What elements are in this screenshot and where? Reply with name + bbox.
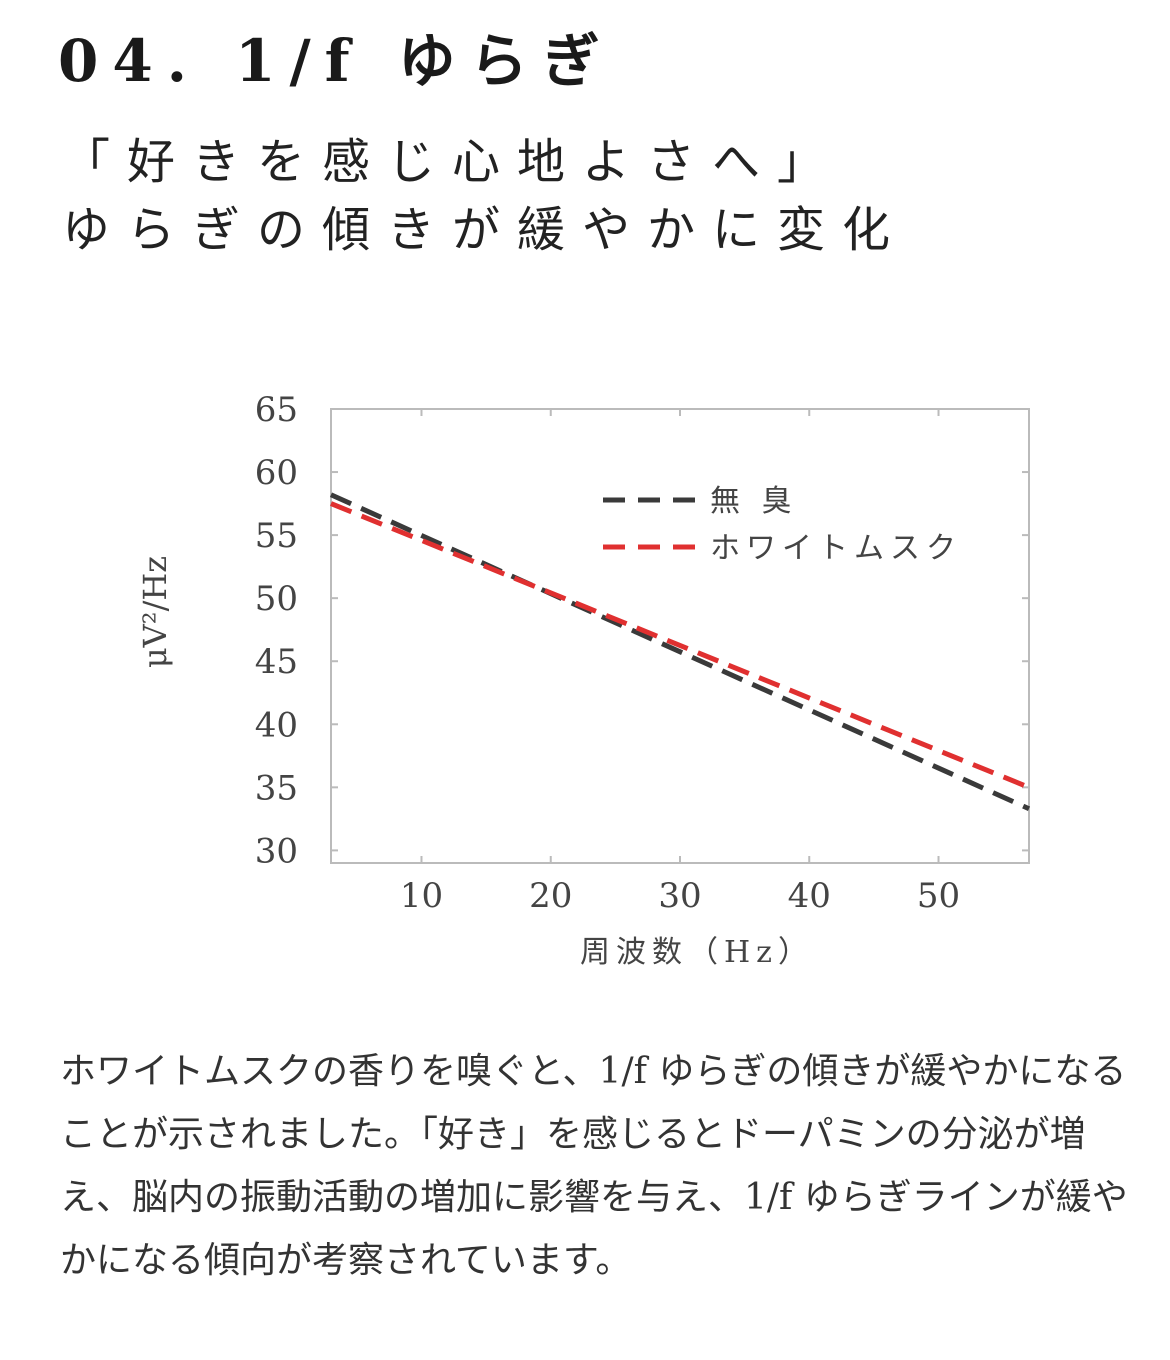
x-tick-label: 40 xyxy=(788,876,831,916)
y-tick-label: 50 xyxy=(255,579,298,619)
plot-frame xyxy=(330,408,1030,864)
body-text: ホワイトムスクの香りを嗅ぐと、1/f ゆらぎの傾きが緩やかになることが示されまし… xyxy=(60,1051,1128,1281)
y-tick-label: 55 xyxy=(255,516,298,556)
y-tick-label: 40 xyxy=(255,705,298,745)
y-tick-label: 65 xyxy=(255,390,298,430)
y-tick-label: 45 xyxy=(255,642,298,682)
series-line-1 xyxy=(330,501,1030,790)
x-tick-label: 10 xyxy=(400,876,443,916)
x-tick-label: 50 xyxy=(917,876,960,916)
x-tick-label: 20 xyxy=(529,876,572,916)
y-tick-label: 60 xyxy=(255,453,298,493)
subtitle-line-2: ゆらぎの傾きが緩やかに変化 xyxy=(62,202,908,258)
y-axis-label: μV²/Hz xyxy=(136,556,174,668)
x-axis-label: 周波数（Hz） xyxy=(580,935,814,970)
section-title: 04. 1/f ゆらぎ xyxy=(58,27,614,95)
x-tick-label: 30 xyxy=(658,876,701,916)
y-tick-label: 30 xyxy=(255,831,298,871)
legend-label-0: 無 臭 xyxy=(710,484,798,519)
chart: 30 35 40 45 50 55 60 65 10 20 30 40 50 周波数（Hz） μV²/Hz 無… xyxy=(136,390,1031,970)
y-tick-label: 35 xyxy=(255,768,298,808)
series-line-0 xyxy=(329,492,1031,812)
subtitle-line-1: 「好きを感じ心地よさへ」 xyxy=(62,134,843,190)
legend-label-1: ホワイトムスク xyxy=(710,531,962,566)
